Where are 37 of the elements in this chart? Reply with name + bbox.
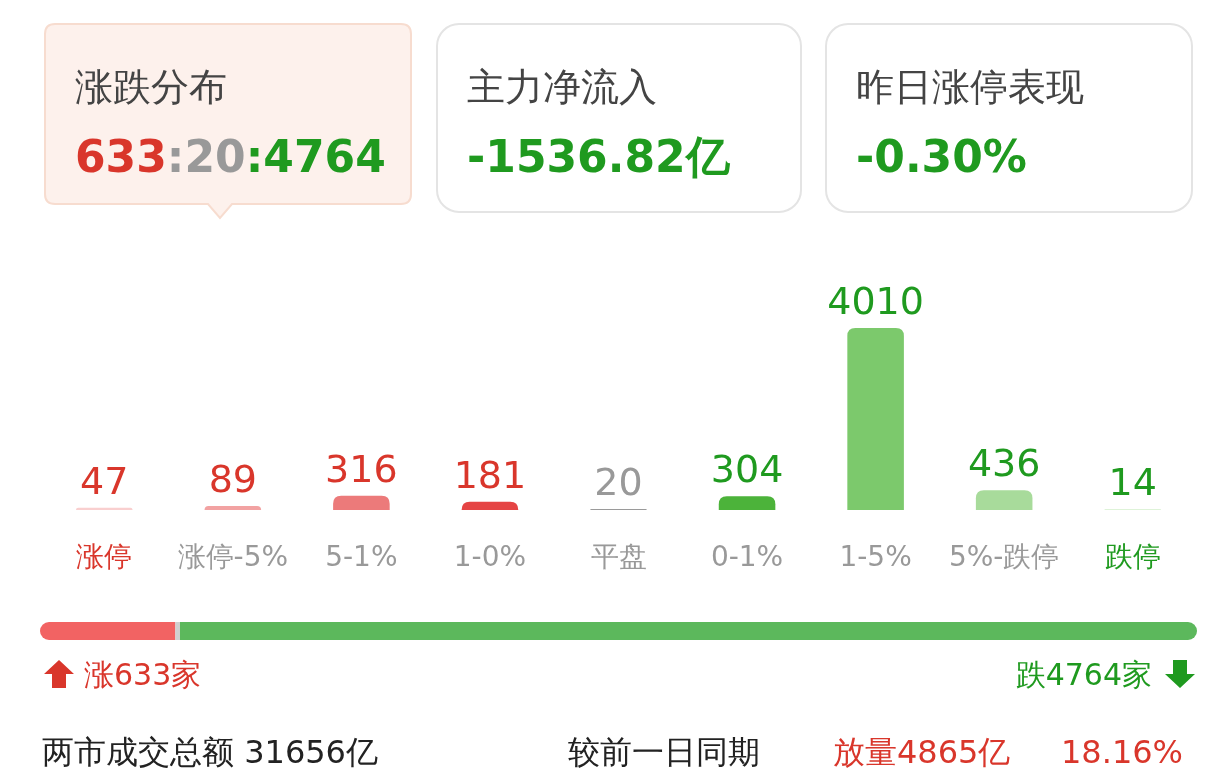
text: 较前一日同期	[568, 733, 760, 771]
x-tick-label: 5%-跌停	[948, 540, 1060, 573]
bar	[204, 505, 262, 510]
data-label: 181	[453, 452, 527, 497]
text: 昨日涨停表现	[856, 65, 1084, 109]
text: 涨跌分布	[75, 65, 227, 109]
data-label: 436	[967, 441, 1041, 486]
x-tick-label: 跌停	[1104, 540, 1161, 573]
text: 涨633家	[84, 657, 202, 692]
data-label: 20	[594, 460, 643, 505]
bar	[975, 490, 1033, 510]
text: 主力净流入	[467, 65, 657, 109]
text: 18.16%	[1060, 733, 1183, 771]
text: -1536.82亿	[467, 131, 731, 182]
x-tick-label: 1-0%	[453, 540, 527, 573]
text: 两市成交总额 31656亿	[42, 733, 378, 771]
bar	[76, 507, 133, 510]
bar	[847, 328, 904, 510]
text: 跌4764家	[1015, 657, 1152, 692]
bar	[333, 495, 390, 510]
data-label: 14	[1108, 460, 1157, 505]
data-label: 4010	[827, 279, 924, 323]
x-tick-label: 涨停-5%	[177, 540, 289, 573]
x-tick-label: 1-5%	[839, 540, 912, 573]
text: -0.30%	[856, 131, 1027, 182]
data-label: 89	[208, 456, 258, 501]
text: 633:20:4764	[75, 131, 386, 182]
text: 放量4865亿	[833, 733, 1011, 771]
bar	[718, 496, 776, 510]
data-label: 316	[325, 446, 398, 491]
bar	[461, 501, 519, 510]
data-label: 47	[80, 458, 129, 503]
x-tick-label: 平盘	[590, 540, 647, 573]
x-tick-label: 5-1%	[325, 540, 398, 573]
x-tick-label: 涨停	[76, 540, 133, 573]
x-tick-label: 0-1%	[710, 540, 784, 573]
data-label: 304	[710, 447, 784, 492]
